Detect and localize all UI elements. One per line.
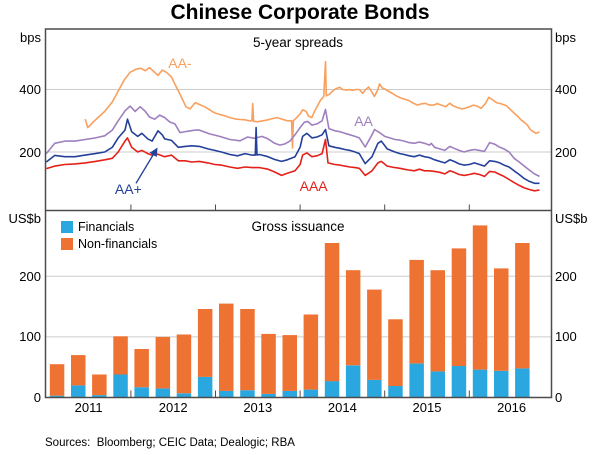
legend-swatch-Non-financials: [61, 238, 73, 250]
bar-non-financials-2011:Q4: [113, 336, 128, 375]
bar-financials-2015:Q2: [409, 363, 424, 398]
bar-non-financials-2012:Q1: [134, 349, 149, 388]
bar-non-financials-2015:Q4: [451, 248, 467, 366]
bar-financials-2012:Q1: [134, 387, 149, 398]
y-axis-unit-top-right: bps: [555, 30, 576, 45]
bar-financials-2015:Q4: [451, 366, 467, 398]
series-line-AA-: [84, 60, 540, 149]
top-panel-title: 5-year spreads: [252, 35, 344, 50]
bar-financials-2013:Q1: [219, 390, 234, 398]
bar-non-financials-2014:Q2: [324, 243, 340, 382]
bar-non-financials-2012:Q3: [176, 334, 192, 394]
bar-non-financials-2016:Q1: [472, 225, 488, 370]
series-line-AA: [45, 105, 540, 178]
bar-financials-2014:Q1: [303, 389, 319, 398]
tick-label-right-400: 400: [555, 82, 577, 97]
year-label-2013: 2013: [243, 400, 273, 415]
bar-financials-2012:Q2: [155, 388, 171, 398]
series-line-AA+: [45, 118, 540, 185]
bar-financials-2016:Q3: [515, 368, 530, 398]
series-label-AA-: AA-: [168, 54, 192, 71]
bar-financials-2016:Q2: [494, 370, 509, 398]
panel-frame: [44, 28, 553, 399]
year-label-2014: 2014: [327, 400, 357, 415]
bar-financials-2012:Q3: [176, 393, 192, 398]
bar-non-financials-2015:Q2: [409, 259, 424, 364]
year-label-2015: 2015: [412, 400, 442, 415]
bar-non-financials-2011:Q3: [92, 374, 107, 396]
bar-financials-2011:Q4: [113, 374, 128, 398]
legend-label-Financials: Financials: [78, 220, 135, 234]
bar-financials-2013:Q4: [282, 390, 297, 398]
series-label-AA: AA: [354, 112, 373, 129]
bar-financials-2011:Q2: [71, 385, 86, 398]
legend: Financials Non-financials: [61, 220, 157, 251]
bar-non-financials-2015:Q3: [430, 270, 445, 372]
bar-non-financials-2012:Q2: [155, 336, 171, 389]
bar-non-financials-2013:Q3: [261, 333, 276, 394]
tick-label-left-0: 0: [33, 390, 41, 405]
y-axis-unit-bottom-right: US$b: [555, 211, 588, 226]
tick-label-left-200: 200: [19, 144, 41, 160]
chart-title: Chinese Corporate Bonds: [170, 1, 430, 24]
legend-swatch-Financials: [61, 221, 73, 233]
bar-financials-2014:Q2: [324, 381, 340, 398]
tick-label-right-200: 200: [555, 144, 577, 160]
bar-non-financials-2011:Q2: [71, 355, 86, 386]
bar-financials-2015:Q1: [388, 386, 403, 398]
tick-label-right-200: 200: [555, 268, 577, 284]
bar-non-financials-2014:Q1: [303, 314, 319, 390]
annotation-arrow-AA+: [135, 147, 158, 184]
tick-label-right-100: 100: [555, 329, 577, 345]
bar-financials-2014:Q3: [345, 365, 361, 398]
bar-non-financials-2016:Q3: [515, 243, 530, 369]
series-label-AAA: AAA: [299, 178, 328, 195]
year-label-2011: 2011: [74, 400, 103, 415]
tick-label-left-200: 200: [19, 268, 41, 284]
bar-non-financials-2013:Q1: [219, 303, 234, 391]
y-axis-unit-top-left: bps: [20, 30, 41, 45]
bar-financials-2014:Q4: [367, 379, 382, 398]
bar-non-financials-2014:Q4: [367, 289, 382, 380]
bar-non-financials-2013:Q4: [282, 335, 297, 391]
legend-item-Financials: Financials: [61, 220, 157, 234]
year-label-2012: 2012: [158, 400, 188, 415]
bar-financials-2011:Q3: [92, 395, 107, 398]
tick-label-right-0: 0: [555, 390, 563, 405]
tick-label-left-100: 100: [19, 329, 41, 345]
bar-non-financials-2012:Q4: [197, 309, 213, 377]
tick-label-left-400: 400: [19, 82, 41, 97]
bar-non-financials-2011:Q1: [49, 364, 65, 396]
bar-financials-2012:Q4: [197, 376, 213, 398]
sources-note: Sources: Bloomberg; CEIC Data; Dealogic;…: [45, 437, 295, 449]
bar-financials-2015:Q3: [430, 371, 445, 398]
bar-non-financials-2015:Q1: [388, 319, 403, 386]
legend-label-Non-financials: Non-financials: [78, 237, 158, 251]
bar-non-financials-2014:Q3: [345, 270, 361, 366]
series-line-AAA: [46, 137, 540, 192]
bar-financials-2013:Q2: [240, 390, 255, 398]
bar-non-financials-2016:Q2: [494, 268, 509, 371]
bar-financials-2013:Q3: [261, 393, 276, 398]
y-axis-unit-bottom-left: US$b: [8, 211, 41, 226]
year-label-2016: 2016: [497, 400, 527, 415]
bar-financials-2016:Q1: [472, 369, 488, 398]
bar-financials-2011:Q1: [49, 395, 65, 398]
bar-non-financials-2013:Q2: [240, 309, 255, 391]
legend-item-Non-financials: Non-financials: [61, 237, 157, 251]
series-label-AA+: AA+: [114, 180, 142, 197]
bottom-panel-title: Gross issuance: [251, 219, 345, 234]
